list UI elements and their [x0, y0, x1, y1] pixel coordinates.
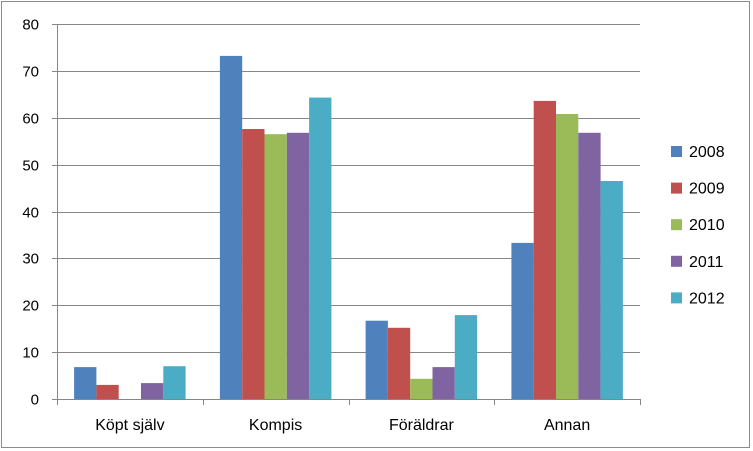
- legend-label-2008: 2008: [689, 144, 725, 161]
- bar-2011-annan: [578, 132, 601, 400]
- bar-2009-kompis: [242, 129, 265, 399]
- y-tick-label: 50: [22, 158, 39, 175]
- y-axis-ticks: 0 10 20 30 40 50 60 70 80: [22, 17, 57, 409]
- legend-swatch-2011: [671, 255, 682, 267]
- bar-2010-föräldrar: [410, 378, 433, 399]
- bar-2008-kompis: [219, 55, 243, 400]
- bar-2012-föräldrar: [454, 315, 478, 399]
- bar-2011-föräldrar: [432, 367, 455, 399]
- bar-2012-annan: [600, 181, 623, 399]
- legend-swatch-2009: [671, 182, 682, 194]
- y-tick-label: 60: [22, 111, 39, 128]
- y-tick-label: 80: [22, 17, 39, 34]
- y-tick-label: 10: [22, 345, 39, 362]
- bar-2012-kompis: [309, 97, 332, 399]
- y-tick-label: 40: [22, 205, 39, 222]
- bar-2011-kompis: [286, 132, 310, 400]
- bar-2008-köpt-själv: [74, 367, 97, 399]
- bar-2012-köpt-själv: [163, 366, 186, 399]
- legend-swatch-2012: [671, 292, 682, 304]
- legend-label-2009: 2009: [689, 181, 725, 198]
- bars: [74, 55, 623, 400]
- x-category-label: Köpt själv: [95, 417, 164, 434]
- legend-swatch-2008: [671, 146, 682, 157]
- bar-2009-köpt-själv: [96, 384, 119, 399]
- bar-2009-annan: [533, 100, 556, 400]
- legend-label-2012: 2012: [689, 290, 725, 307]
- bar-2009-föräldrar: [387, 327, 411, 400]
- bar-2010-kompis: [264, 134, 287, 399]
- y-tick-label: 30: [22, 251, 39, 268]
- bar-2008-annan: [511, 242, 534, 399]
- axes: [57, 24, 640, 400]
- x-category-label: Föräldrar: [389, 417, 455, 434]
- x-category-label: Annan: [544, 417, 590, 434]
- bar-2011-köpt-själv: [141, 383, 164, 399]
- x-category-label: Kompis: [249, 417, 302, 434]
- legend-label-2011: 2011: [689, 254, 724, 271]
- y-tick-label: 70: [22, 64, 39, 81]
- y-tick-label: 0: [31, 392, 39, 409]
- y-tick-label: 20: [22, 298, 39, 315]
- legend-label-2010: 2010: [689, 217, 725, 234]
- x-axis-categories: Köpt själv Kompis Föräldrar Annan: [57, 399, 641, 434]
- legend-swatch-2010: [671, 219, 682, 231]
- bar-2010-annan: [556, 114, 579, 399]
- legend: 2008 2009 2010 2011 2012: [671, 144, 725, 307]
- bar-2008-föräldrar: [365, 320, 388, 399]
